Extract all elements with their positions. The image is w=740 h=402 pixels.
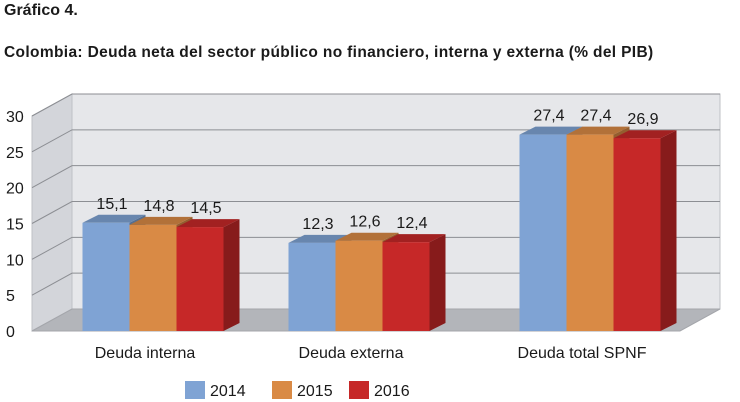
bar-front xyxy=(129,224,177,331)
gridline xyxy=(31,236,720,260)
bar-front xyxy=(613,138,661,331)
y-tick-label: 0 xyxy=(6,324,15,341)
gridline xyxy=(31,165,720,189)
x-tick-label: Deuda interna xyxy=(95,345,196,362)
bar-top xyxy=(613,130,677,139)
y-tick-label: 20 xyxy=(6,181,24,198)
data-label: 27,4 xyxy=(580,108,611,125)
bar-front xyxy=(519,134,567,331)
bar-front xyxy=(82,222,130,331)
bar-side xyxy=(660,130,677,331)
data-label: 12,6 xyxy=(349,214,380,231)
bar-2016-1 xyxy=(382,234,446,331)
data-label: 15,1 xyxy=(96,196,127,213)
gridline xyxy=(31,129,720,153)
bar-front xyxy=(288,242,336,331)
legend-label-2014: 2014 xyxy=(210,383,246,400)
bars xyxy=(82,126,677,331)
bar-2016-0 xyxy=(176,219,240,331)
bar-top xyxy=(82,214,146,223)
data-label: 26,9 xyxy=(627,111,658,128)
bar-front xyxy=(176,227,224,331)
legend-swatch-2014 xyxy=(185,381,205,399)
data-label: 27,4 xyxy=(533,108,564,125)
data-label: 12,4 xyxy=(396,215,427,232)
legend-label-2016: 2016 xyxy=(374,383,410,400)
x-tick-label: Deuda externa xyxy=(299,345,404,362)
bar-top xyxy=(566,126,630,135)
bar-side xyxy=(429,234,446,331)
bar-side xyxy=(223,219,240,331)
bar-front xyxy=(335,240,383,331)
y-tick-label: 30 xyxy=(6,109,24,126)
bar-top xyxy=(335,232,399,241)
chart-title: Colombia: Deuda neta del sector público … xyxy=(4,44,654,61)
bar-front xyxy=(382,242,430,331)
figure-label: Gráfico 4. xyxy=(4,2,78,19)
bar-top xyxy=(382,234,446,243)
y-tick-label: 25 xyxy=(6,145,24,162)
bar-front xyxy=(566,134,614,331)
gridlines xyxy=(31,93,720,296)
data-labels: 15,1 14,8 14,5 12,3 12,6 12,4 27,4 27,4 26,9 xyxy=(96,108,658,233)
y-axis-ticks: 0 5 10 15 20 25 30 xyxy=(6,109,24,341)
data-label: 14,5 xyxy=(190,200,221,217)
legend-label-2015: 2015 xyxy=(297,383,333,400)
x-axis-labels: Deuda interna Deuda externa Deuda total SP… xyxy=(95,345,647,362)
y-tick-label: 10 xyxy=(6,252,24,269)
legend-swatch-2016 xyxy=(349,381,369,399)
bar-top xyxy=(176,219,240,228)
legend: 2014 2015 2016 xyxy=(185,381,410,400)
y-tick-label: 15 xyxy=(6,217,24,234)
x-tick-label: Deuda total SPNF xyxy=(518,345,647,362)
data-label: 14,8 xyxy=(143,198,174,215)
bar-top xyxy=(129,216,193,225)
gridline xyxy=(31,272,720,296)
gridline xyxy=(31,93,720,117)
bar-2016-2 xyxy=(613,130,677,331)
data-label: 12,3 xyxy=(302,216,333,233)
legend-swatch-2015 xyxy=(272,381,292,399)
gridline xyxy=(31,201,720,224)
bar-top xyxy=(519,126,583,135)
y-tick-label: 5 xyxy=(6,288,15,305)
